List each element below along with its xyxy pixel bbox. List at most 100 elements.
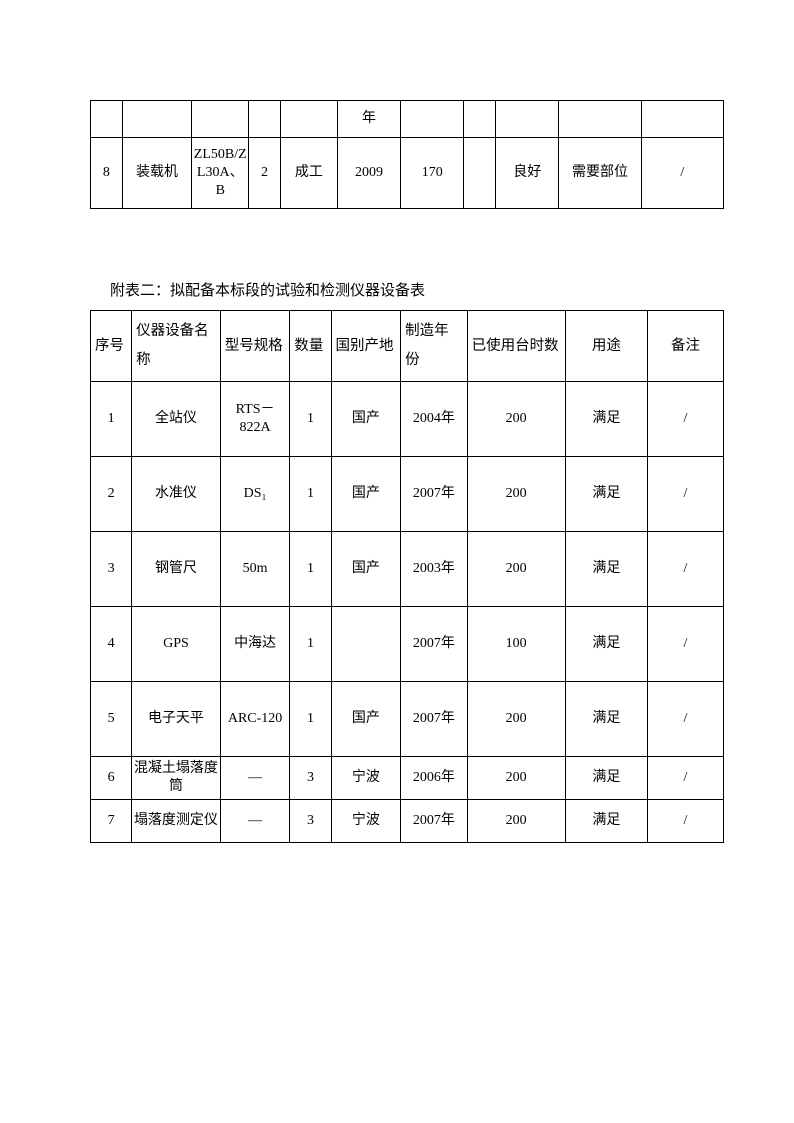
cell: 3 — [290, 800, 331, 843]
cell: 2 — [249, 138, 281, 209]
header-cell: 仪器设备名称 — [132, 311, 221, 382]
cell — [496, 101, 559, 138]
table-row: 年 — [91, 101, 724, 138]
cell: 2007年 — [401, 800, 467, 843]
cell — [122, 101, 192, 138]
cell: 电子天平 — [132, 682, 221, 757]
cell: 3 — [91, 532, 132, 607]
header-cell: 备注 — [647, 311, 723, 382]
cell: 2007年 — [401, 607, 467, 682]
cell: 国产 — [331, 532, 401, 607]
cell: ARC-120 — [220, 682, 290, 757]
cell: 水准仪 — [132, 457, 221, 532]
cell — [192, 101, 249, 138]
cell — [91, 101, 123, 138]
header-cell: 数量 — [290, 311, 331, 382]
cell: 宁波 — [331, 800, 401, 843]
cell: 2006年 — [401, 757, 467, 800]
cell: / — [647, 382, 723, 457]
cell: 满足 — [565, 457, 647, 532]
cell: 1 — [290, 382, 331, 457]
cell: 装载机 — [122, 138, 192, 209]
cell: DS₁ — [220, 457, 290, 532]
cell: / — [647, 457, 723, 532]
cell: 6 — [91, 757, 132, 800]
cell — [280, 101, 337, 138]
cell: 成工 — [280, 138, 337, 209]
cell — [641, 101, 723, 138]
instruments-table: 序号仪器设备名称型号规格数量国别产地制造年份已使用台时数用途备注1全站仪RTS－… — [90, 310, 724, 843]
cell: 满足 — [565, 532, 647, 607]
cell: 1 — [290, 682, 331, 757]
cell: — — [220, 757, 290, 800]
table-row: 3钢管尺50m1国产2003年200满足/ — [91, 532, 724, 607]
cell: 宁波 — [331, 757, 401, 800]
cell: 满足 — [565, 757, 647, 800]
cell: 满足 — [565, 382, 647, 457]
cell: 200 — [467, 800, 565, 843]
cell: 年 — [337, 101, 400, 138]
cell: 100 — [467, 607, 565, 682]
cell — [401, 101, 464, 138]
cell: 2004年 — [401, 382, 467, 457]
cell: / — [641, 138, 723, 209]
cell: GPS — [132, 607, 221, 682]
header-cell: 用途 — [565, 311, 647, 382]
cell: 200 — [467, 457, 565, 532]
header-cell: 国别产地 — [331, 311, 401, 382]
cell: 200 — [467, 382, 565, 457]
cell: 1 — [290, 532, 331, 607]
header-cell: 型号规格 — [220, 311, 290, 382]
cell: 塌落度测定仪 — [132, 800, 221, 843]
cell: 8 — [91, 138, 123, 209]
table-row: 7塌落度测定仪—3宁波2007年200满足/ — [91, 800, 724, 843]
cell: 混凝土塌落度筒 — [132, 757, 221, 800]
cell: / — [647, 800, 723, 843]
cell: 国产 — [331, 382, 401, 457]
cell — [464, 138, 496, 209]
cell: 50m — [220, 532, 290, 607]
cell: / — [647, 607, 723, 682]
cell: 1 — [91, 382, 132, 457]
table-row: 1全站仪RTS－822A1国产2004年200满足/ — [91, 382, 724, 457]
cell: 200 — [467, 757, 565, 800]
cell: RTS－822A — [220, 382, 290, 457]
equipment-fragment-table: 年8装载机ZL50B/ZL30A、B2成工2009170良好需要部位/ — [90, 100, 724, 209]
cell: 国产 — [331, 682, 401, 757]
cell: 3 — [290, 757, 331, 800]
cell: 2007年 — [401, 682, 467, 757]
cell: 1 — [290, 457, 331, 532]
cell: 全站仪 — [132, 382, 221, 457]
cell: 2007年 — [401, 457, 467, 532]
cell: 满足 — [565, 800, 647, 843]
header-cell: 制造年份 — [401, 311, 467, 382]
cell: 2003年 — [401, 532, 467, 607]
cell: 200 — [467, 682, 565, 757]
header-cell: 序号 — [91, 311, 132, 382]
cell — [249, 101, 281, 138]
cell — [464, 101, 496, 138]
table-row: 4GPS中海达1 2007年100满足/ — [91, 607, 724, 682]
cell: 国产 — [331, 457, 401, 532]
cell: 200 — [467, 532, 565, 607]
cell: / — [647, 682, 723, 757]
cell: 5 — [91, 682, 132, 757]
cell: 1 — [290, 607, 331, 682]
cell: / — [647, 757, 723, 800]
cell — [331, 607, 401, 682]
cell: / — [647, 532, 723, 607]
cell: 满足 — [565, 607, 647, 682]
cell: 中海达 — [220, 607, 290, 682]
table-row: 2水准仪DS₁1国产2007年200满足/ — [91, 457, 724, 532]
table-row: 5电子天平ARC-1201国产2007年200满足/ — [91, 682, 724, 757]
cell: — — [220, 800, 290, 843]
cell: 7 — [91, 800, 132, 843]
header-cell: 已使用台时数 — [467, 311, 565, 382]
table-row: 6混凝土塌落度筒—3宁波2006年200满足/ — [91, 757, 724, 800]
cell — [559, 101, 641, 138]
cell: 需要部位 — [559, 138, 641, 209]
table-row: 8装载机ZL50B/ZL30A、B2成工2009170良好需要部位/ — [91, 138, 724, 209]
cell: ZL50B/ZL30A、B — [192, 138, 249, 209]
table-header-row: 序号仪器设备名称型号规格数量国别产地制造年份已使用台时数用途备注 — [91, 311, 724, 382]
cell: 4 — [91, 607, 132, 682]
